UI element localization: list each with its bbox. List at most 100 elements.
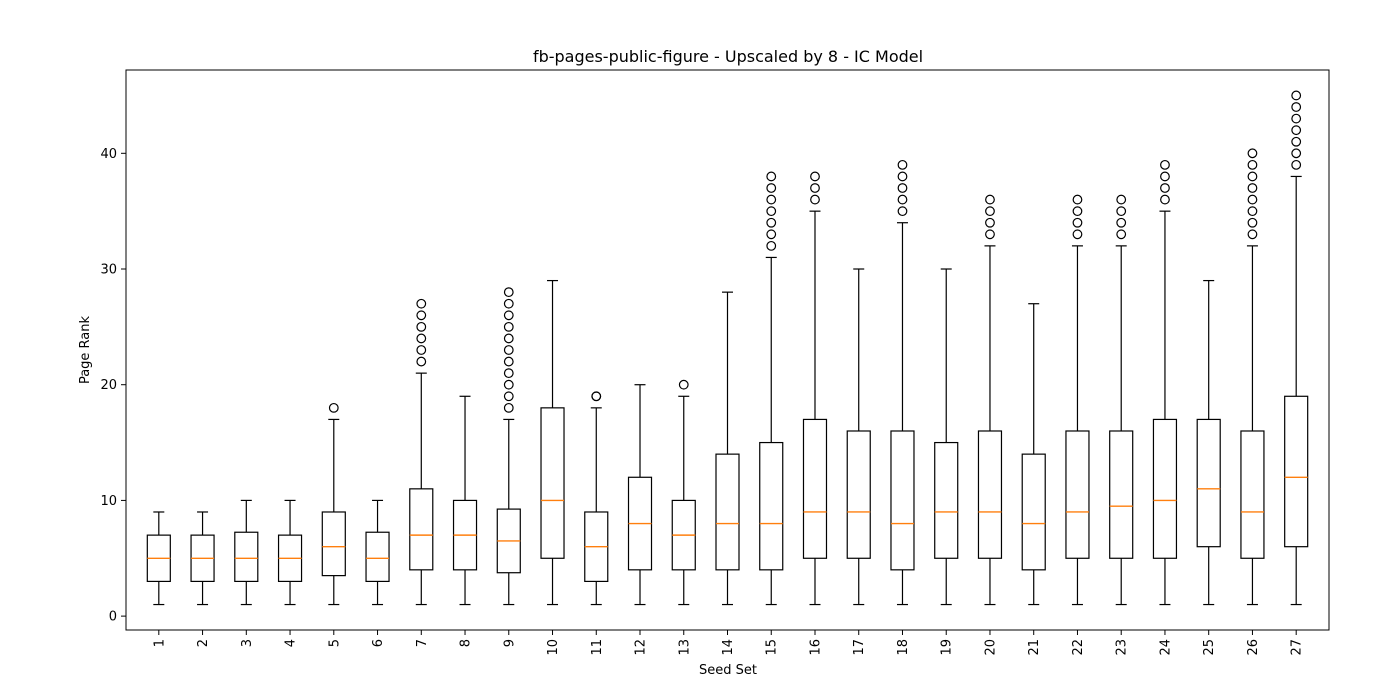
x-tick-label: 4 xyxy=(284,639,299,647)
outlier-point xyxy=(766,229,777,240)
outlier-point xyxy=(1291,159,1302,170)
x-tick-label: 12 xyxy=(634,639,649,656)
outlier-point xyxy=(810,194,820,205)
outlier-point xyxy=(416,345,427,355)
outlier-point xyxy=(1291,102,1302,112)
x-tick-label: 1 xyxy=(152,639,167,647)
outlier-point xyxy=(416,356,427,367)
outlier-point xyxy=(766,194,777,205)
chart-title: fb-pages-public-figure - Upscaled by 8 -… xyxy=(533,47,923,66)
y-tick-label: 10 xyxy=(100,494,117,509)
outlier-point xyxy=(416,321,427,332)
x-tick-label: 10 xyxy=(546,639,561,656)
box-7 xyxy=(409,488,434,571)
outlier-point xyxy=(503,310,514,321)
box-27 xyxy=(1284,395,1309,548)
outlier-point xyxy=(503,298,514,309)
outlier-point xyxy=(766,240,777,251)
x-tick-label: 23 xyxy=(1115,639,1130,656)
x-tick-label: 13 xyxy=(677,639,692,656)
x-tick-label: 17 xyxy=(852,639,867,656)
x-tick-label: 22 xyxy=(1071,639,1086,656)
outlier-point xyxy=(678,379,689,390)
outlier-point xyxy=(1247,183,1258,193)
outlier-point xyxy=(766,206,777,217)
x-tick-label: 7 xyxy=(415,639,430,647)
x-tick-label: 20 xyxy=(983,639,998,656)
outlier-point xyxy=(328,402,339,413)
outlier-point xyxy=(1072,217,1083,228)
box-6 xyxy=(365,531,390,583)
x-tick-label: 3 xyxy=(240,639,255,647)
outlier-point xyxy=(1291,136,1302,147)
outlier-point xyxy=(1072,194,1083,205)
y-tick-label: 0 xyxy=(109,610,117,625)
outlier-point xyxy=(766,171,777,182)
outlier-point xyxy=(1116,206,1127,217)
outlier-point xyxy=(1160,159,1170,170)
x-tick-label: 21 xyxy=(1027,639,1042,656)
outlier-point xyxy=(897,194,908,205)
outlier-point xyxy=(503,379,514,390)
outlier-point xyxy=(503,368,514,379)
outlier-point xyxy=(1247,171,1258,182)
x-tick-label: 9 xyxy=(502,639,517,647)
x-tick-label: 2 xyxy=(196,639,211,647)
outlier-point xyxy=(1116,194,1127,205)
outlier-point xyxy=(1247,148,1258,159)
outlier-point xyxy=(985,229,995,240)
outlier-point xyxy=(1160,171,1170,182)
outlier-point xyxy=(985,206,995,217)
plot-frame xyxy=(125,69,1330,631)
box-5 xyxy=(321,511,346,577)
box-26 xyxy=(1240,430,1265,559)
box-21 xyxy=(1021,453,1046,571)
outlier-point xyxy=(416,333,427,344)
outlier-point xyxy=(1291,90,1302,101)
outlier-point xyxy=(1247,229,1258,240)
x-tick-label: 18 xyxy=(896,639,911,656)
box-16 xyxy=(802,418,828,559)
outlier-point xyxy=(897,206,908,217)
box-23 xyxy=(1109,430,1134,559)
x-tick-label: 5 xyxy=(327,639,342,647)
box-20 xyxy=(977,430,1003,559)
outlier-point xyxy=(1247,194,1258,205)
outlier-point xyxy=(897,183,908,193)
y-tick-label: 20 xyxy=(100,378,117,393)
outlier-point xyxy=(503,287,514,298)
outlier-point xyxy=(766,183,777,193)
outlier-point xyxy=(1160,183,1170,193)
outlier-point xyxy=(1247,159,1258,170)
outlier-point xyxy=(766,217,777,228)
outlier-point xyxy=(1072,206,1083,217)
outlier-point xyxy=(985,217,995,228)
x-axis-label: Seed Set xyxy=(699,663,757,678)
box-22 xyxy=(1065,430,1090,559)
outlier-point xyxy=(1116,217,1127,228)
box-25 xyxy=(1196,418,1221,548)
outlier-point xyxy=(1160,194,1170,205)
box-15 xyxy=(759,441,784,571)
y-tick-label: 30 xyxy=(100,263,117,278)
outlier-point xyxy=(1116,229,1127,240)
outlier-point xyxy=(1247,217,1258,228)
outlier-point xyxy=(503,356,514,367)
outlier-point xyxy=(1247,206,1258,217)
box-24 xyxy=(1152,418,1178,559)
box-17 xyxy=(846,430,871,559)
outlier-point xyxy=(503,333,514,344)
x-tick-label: 11 xyxy=(590,639,605,656)
outlier-point xyxy=(503,345,514,355)
outlier-point xyxy=(810,183,820,193)
x-tick-label: 27 xyxy=(1290,639,1305,656)
box-18 xyxy=(890,430,915,571)
box-14 xyxy=(715,453,740,571)
outlier-point xyxy=(503,321,514,332)
outlier-point xyxy=(416,298,427,309)
outlier-point xyxy=(1291,125,1302,136)
x-tick-label: 24 xyxy=(1158,639,1173,656)
outlier-point xyxy=(503,391,514,402)
